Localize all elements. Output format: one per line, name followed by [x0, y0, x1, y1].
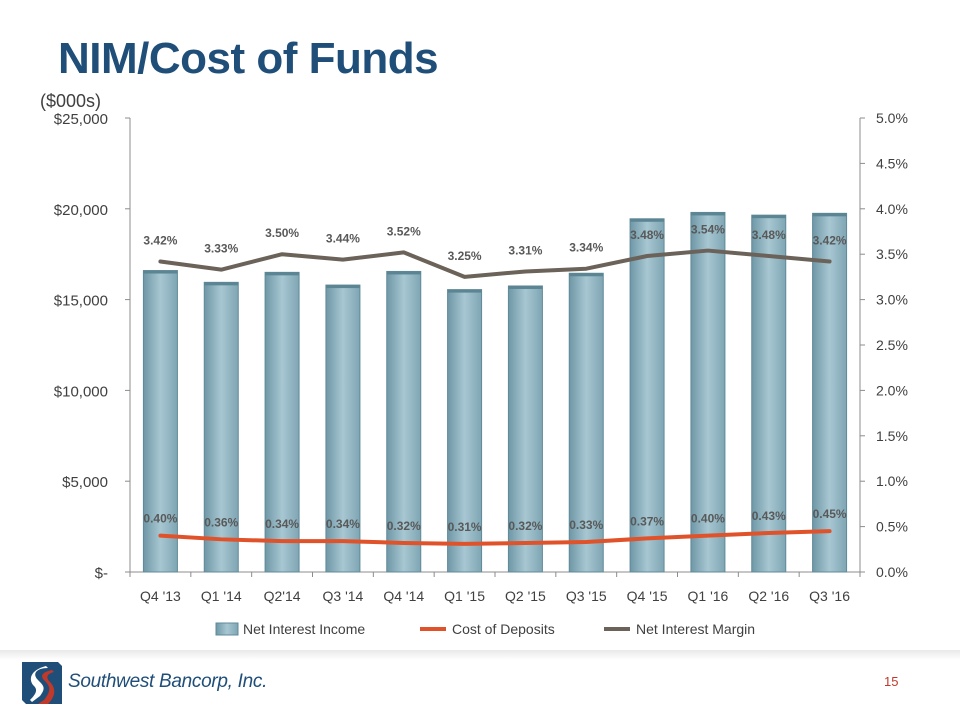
x-axis-tick-label: Q4 '13 [140, 588, 181, 604]
right-axis-tick-label: 3.0% [876, 292, 908, 308]
company-logo-icon [22, 662, 62, 704]
x-axis-tick-label: Q4 '14 [383, 588, 424, 604]
bar-net-interest-income [386, 270, 422, 573]
left-axis-tick-label: $20,000 [54, 202, 108, 219]
cost-of-deposits-data-label: 0.31% [448, 520, 482, 534]
cost-of-deposits-data-label: 0.33% [569, 518, 603, 532]
legend-swatch-net-interest-income [215, 622, 239, 636]
bar-net-interest-income [142, 270, 178, 573]
left-axis-tick-label: $15,000 [54, 293, 108, 310]
legend-label-net-interest-income: Net Interest Income [243, 621, 365, 637]
net-interest-margin-data-label: 3.33% [204, 242, 238, 256]
net-interest-margin-data-label: 3.54% [691, 223, 725, 237]
net-interest-margin-data-label: 3.25% [448, 249, 482, 263]
right-axis-tick-label: 2.0% [876, 382, 908, 398]
right-axis-tick-label: 5.0% [876, 110, 908, 126]
x-axis-tick-label: Q1 '15 [444, 588, 485, 604]
bar-top-edge [265, 272, 300, 276]
bar-top-edge [204, 282, 239, 286]
chart-svg: ($000s) $- $5,000 $10,000 $15,000 $20,000 $25,… [40, 91, 908, 637]
x-axis-tick-label: Q2 '15 [505, 588, 546, 604]
x-axis-tick-label: Q1 '14 [201, 588, 242, 604]
bar-top-edge [508, 285, 543, 289]
bar-top-edge [447, 289, 482, 293]
x-axis-tick-label: Q1 '16 [688, 588, 729, 604]
cost-of-deposits-data-label: 0.45% [813, 507, 847, 521]
nim-cost-of-funds-chart: ($000s) $- $5,000 $10,000 $15,000 $20,000 $25,… [40, 91, 908, 637]
bar-top-edge [143, 270, 178, 274]
right-axis-tick-label: 2.5% [876, 337, 908, 353]
cost-of-deposits-data-label: 0.40% [143, 512, 177, 526]
right-axis-tick-label: 0.5% [876, 519, 908, 535]
cost-of-deposits-data-label: 0.43% [752, 509, 786, 523]
bar-top-edge [690, 212, 725, 216]
y-axis-unit-label: ($000s) [40, 91, 101, 111]
net-interest-margin-data-label: 3.44% [326, 232, 360, 246]
bar-top-edge [751, 215, 786, 219]
legend-label-net-interest-margin: Net Interest Margin [636, 621, 755, 637]
bar-net-interest-income [568, 272, 604, 573]
cost-of-deposits-data-label: 0.34% [265, 517, 299, 531]
x-axis-tick-label: Q2 '16 [748, 588, 789, 604]
x-axis-tick-label: Q3 '14 [323, 588, 364, 604]
right-axis-tick-label: 3.5% [876, 246, 908, 262]
x-axis-tick-label: Q3 '15 [566, 588, 607, 604]
left-axis-tick-label: $- [95, 565, 108, 582]
page-number: 15 [884, 674, 899, 689]
net-interest-margin-line [158, 248, 832, 279]
net-interest-margin-data-label: 3.48% [752, 228, 786, 242]
cost-of-deposits-data-label: 0.34% [326, 517, 360, 531]
bar-top-edge [630, 218, 665, 222]
net-interest-margin-data-label: 3.50% [265, 226, 299, 240]
bar-top-edge [569, 273, 604, 277]
legend-label-cost-of-deposits: Cost of Deposits [452, 621, 555, 637]
bar-net-interest-income [203, 281, 239, 573]
x-axis-tick-label: Q4 '15 [627, 588, 668, 604]
right-axis-tick-label: 0.0% [876, 564, 908, 580]
right-axis-tick-label: 4.0% [876, 201, 908, 217]
cost-of-deposits-data-label: 0.36% [204, 515, 238, 529]
x-axis-tick-label: Q3 '16 [809, 588, 850, 604]
company-name: Southwest Bancorp, Inc. [68, 671, 268, 692]
net-interest-margin-data-label: 3.31% [508, 243, 542, 257]
left-axis-tick-label: $25,000 [54, 111, 108, 128]
cost-of-deposits-data-label: 0.37% [630, 514, 664, 528]
left-axis-tick-label: $5,000 [62, 474, 108, 491]
bar-net-interest-income [507, 285, 543, 573]
bar-net-interest-income [325, 284, 361, 573]
right-axis-tick-label: 1.0% [876, 473, 908, 489]
left-axis-tick-label: $10,000 [54, 383, 108, 400]
net-interest-margin-data-label: 3.34% [569, 241, 603, 255]
footer [0, 650, 960, 720]
bar-top-edge [325, 285, 360, 289]
bar-net-interest-income [264, 271, 300, 573]
bar-net-interest-income [751, 214, 787, 573]
bar-top-edge [386, 271, 421, 275]
x-axis-tick-label: Q2'14 [264, 588, 301, 604]
cost-of-deposits-data-label: 0.32% [387, 519, 421, 533]
cost-of-deposits-data-label: 0.40% [691, 512, 725, 526]
cost-of-deposits-data-label: 0.32% [508, 519, 542, 533]
net-interest-margin-data-label: 3.42% [813, 233, 847, 247]
bar-top-edge [812, 213, 847, 217]
net-interest-margin-data-label: 3.48% [630, 228, 664, 242]
right-axis-tick-label: 4.5% [876, 155, 908, 171]
slide-title: NIM/Cost of Funds [58, 34, 439, 83]
cost-of-deposits-line [158, 529, 832, 546]
right-axis-tick-label: 1.5% [876, 428, 908, 444]
net-interest-margin-data-label: 3.52% [387, 224, 421, 238]
net-interest-margin-data-label: 3.42% [143, 233, 177, 247]
bar-net-interest-income [447, 289, 483, 573]
bar-net-interest-income [812, 212, 848, 573]
